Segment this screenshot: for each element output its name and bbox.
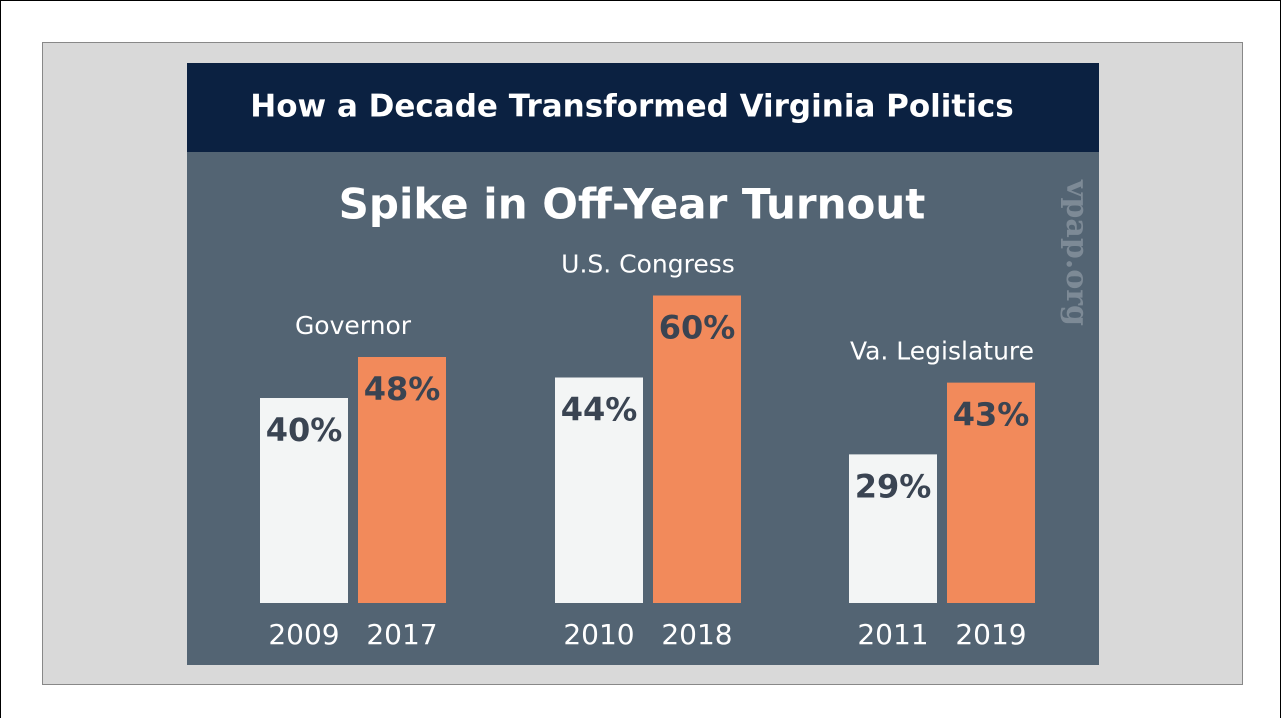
- value-label: 60%: [659, 309, 736, 347]
- x-tick-label: 2009: [268, 618, 339, 651]
- value-label: 48%: [364, 370, 441, 408]
- chart-subtitle: Spike in Off-Year Turnout: [339, 180, 926, 229]
- value-label: 43%: [953, 396, 1030, 434]
- bar: [555, 377, 643, 603]
- bar: [653, 295, 741, 603]
- x-tick-label: 2010: [563, 618, 634, 651]
- x-tick-label: 2018: [661, 618, 732, 651]
- group-label: Va. Legislature: [850, 337, 1034, 366]
- value-label: 29%: [855, 467, 932, 505]
- value-label: 44%: [561, 391, 638, 429]
- value-label: 40%: [266, 411, 343, 449]
- group-label: Governor: [295, 311, 412, 340]
- bar: [947, 382, 1035, 603]
- watermark: vpap.org: [1059, 179, 1094, 326]
- group-label: U.S. Congress: [561, 250, 735, 279]
- x-tick-label: 2019: [955, 618, 1026, 651]
- header-band: [187, 63, 1099, 152]
- chart-title: How a Decade Transformed Virginia Politi…: [250, 89, 1013, 125]
- x-tick-label: 2017: [366, 618, 437, 651]
- bar: [358, 357, 446, 603]
- chart: How a Decade Transformed Virginia Politi…: [187, 63, 1099, 665]
- bar: [260, 398, 348, 603]
- bar: [849, 454, 937, 603]
- x-tick-label: 2011: [857, 618, 928, 651]
